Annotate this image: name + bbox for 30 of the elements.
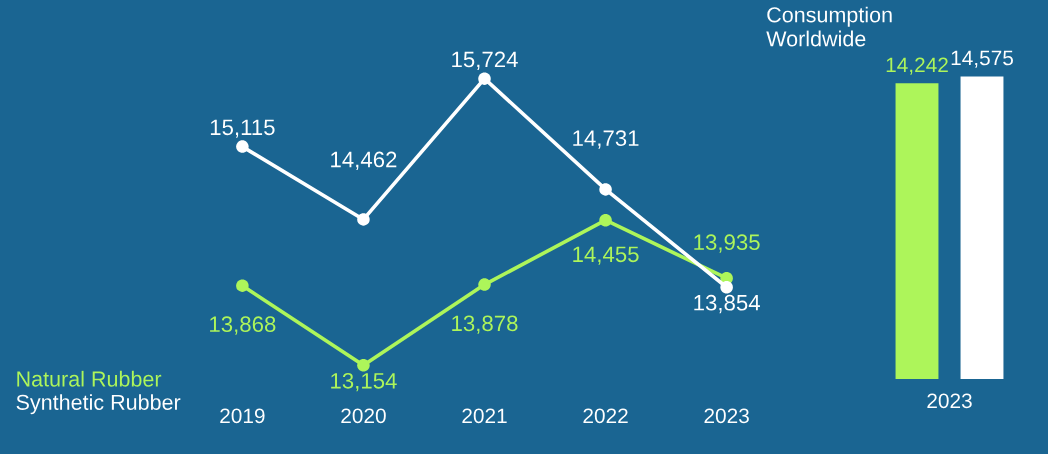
data-label: 13,868 <box>210 316 276 335</box>
text: Natural Rubber <box>17 370 162 387</box>
data-label: 14,575 <box>951 50 1013 68</box>
point <box>357 359 370 372</box>
data-label: 15,115 <box>210 119 275 138</box>
point <box>599 183 612 196</box>
data-label: 14,242 <box>886 57 948 75</box>
point <box>236 279 249 292</box>
data-label: 13,854 <box>694 294 760 314</box>
x-tick-label: 2023 <box>927 393 972 409</box>
data-label: 14,462 <box>331 151 397 170</box>
point <box>478 72 491 85</box>
x-tick-label: 2022 <box>583 408 628 424</box>
point <box>236 140 249 153</box>
point <box>478 278 491 291</box>
point <box>357 213 370 226</box>
x-tick-label: 2023 <box>704 408 749 424</box>
chart-title: Consumption Worldwide <box>766 6 892 47</box>
data-label: 13,878 <box>452 315 518 334</box>
point <box>599 213 612 227</box>
text: Synthetic Rubber <box>16 394 181 415</box>
x-tick-label: 2021 <box>462 408 507 424</box>
data-label: 14,455 <box>573 246 639 265</box>
data-label: 13,154 <box>331 372 397 392</box>
data-label: 13,935 <box>694 234 760 253</box>
x-tick-label: 2020 <box>341 408 386 424</box>
x-tick-label: 2019 <box>220 408 265 424</box>
data-label: 15,724 <box>452 51 518 70</box>
point <box>720 281 733 294</box>
data-label: 14,731 <box>573 130 639 149</box>
